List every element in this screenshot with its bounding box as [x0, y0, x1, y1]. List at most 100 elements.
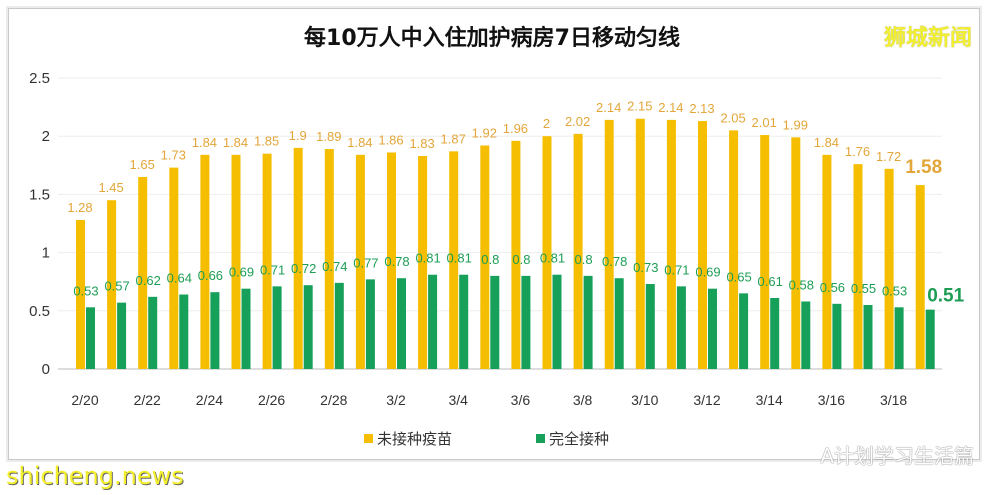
bar-vaccinated [894, 307, 904, 369]
data-label-unvaccinated: 1.83 [409, 136, 434, 151]
data-label-vaccinated: 0.51 [927, 286, 964, 307]
bar-unvaccinated [573, 133, 583, 369]
bar-vaccinated [365, 279, 375, 369]
x-tick-label: 3/10 [631, 392, 658, 408]
data-label-vaccinated: 0.57 [104, 279, 129, 294]
bar-vaccinated [925, 309, 935, 369]
bar-unvaccinated [915, 185, 925, 369]
data-label-vaccinated: 0.62 [136, 273, 161, 288]
data-label-unvaccinated: 1.65 [130, 157, 155, 172]
bar-unvaccinated [884, 168, 894, 369]
bar-vaccinated [801, 301, 811, 369]
data-label-unvaccinated: 2.14 [658, 100, 683, 115]
data-label-vaccinated: 0.74 [322, 259, 347, 274]
bar-vaccinated [117, 302, 127, 369]
data-label-vaccinated: 0.8 [575, 252, 593, 267]
data-label-vaccinated: 0.81 [447, 251, 472, 266]
logo: 狮城新闻 [883, 26, 972, 51]
data-label-unvaccinated: 2.13 [689, 101, 714, 116]
bar-vaccinated [397, 278, 406, 369]
data-label-vaccinated: 0.71 [664, 262, 689, 277]
y-tick-label: 2.5 [29, 70, 50, 87]
bar-vaccinated [676, 286, 686, 369]
data-label-unvaccinated: 1.84 [347, 135, 372, 150]
bar-vaccinated [521, 275, 531, 369]
bar-vaccinated [241, 288, 251, 369]
data-label-vaccinated: 0.69 [229, 265, 254, 280]
data-label-unvaccinated: 1.92 [472, 126, 497, 141]
data-label-vaccinated: 0.61 [758, 274, 783, 289]
bar-unvaccinated [107, 200, 117, 369]
data-label-vaccinated: 0.81 [415, 251, 440, 266]
data-label-unvaccinated: 1.84 [192, 135, 217, 150]
bar-unvaccinated [76, 220, 85, 369]
bar-vaccinated [303, 285, 313, 369]
bar-unvaccinated [635, 118, 645, 370]
data-label-vaccinated: 0.53 [882, 283, 907, 298]
data-label-unvaccinated: 2.01 [752, 115, 777, 130]
data-label-unvaccinated: 1.45 [98, 180, 123, 195]
bar-vaccinated [770, 297, 780, 369]
data-label-vaccinated: 0.56 [820, 280, 845, 295]
x-tick-label: 2/20 [71, 392, 98, 408]
x-tick-label: 3/16 [818, 392, 845, 408]
legend-label: 未接种疫苗 [377, 430, 453, 448]
bar-unvaccinated [262, 153, 272, 369]
data-label-vaccinated: 0.65 [726, 269, 751, 284]
watermark-left: shicheng.news [6, 462, 184, 490]
data-label-vaccinated: 0.78 [384, 254, 409, 269]
bar-unvaccinated [542, 136, 552, 369]
data-label-unvaccinated: 1.84 [223, 135, 248, 150]
bar-unvaccinated [511, 140, 521, 369]
data-label-unvaccinated: 1.72 [876, 149, 901, 164]
bar-unvaccinated [324, 149, 334, 369]
bar-unvaccinated [293, 147, 303, 369]
data-label-vaccinated: 0.72 [291, 261, 316, 276]
bar-unvaccinated [231, 154, 241, 369]
y-tick-label: 2 [42, 128, 50, 145]
data-label-unvaccinated: 2.14 [596, 100, 621, 115]
y-tick-label: 1 [42, 245, 50, 262]
data-label-unvaccinated: 1.86 [378, 132, 403, 147]
legend-item-vaccinated: 完全接种 [536, 428, 609, 449]
bar-vaccinated [832, 303, 842, 369]
data-label-unvaccinated: 2.15 [627, 99, 652, 114]
bar-unvaccinated [449, 151, 459, 369]
legend-swatch [364, 434, 373, 443]
bar-vaccinated [863, 304, 873, 369]
data-label-vaccinated: 0.69 [695, 265, 720, 280]
x-tick-label: 3/18 [880, 392, 907, 408]
data-label-vaccinated: 0.78 [602, 254, 627, 269]
x-tick-label: 3/2 [386, 392, 406, 408]
data-label-vaccinated: 0.8 [512, 252, 530, 267]
legend-label: 完全接种 [549, 430, 610, 448]
bar-vaccinated [179, 294, 189, 369]
bar-unvaccinated [604, 119, 614, 370]
x-tick-label: 2/22 [134, 392, 161, 408]
data-label-unvaccinated: 1.87 [441, 131, 466, 146]
data-label-unvaccinated: 2.02 [565, 114, 590, 129]
bar-vaccinated [739, 293, 749, 369]
data-label-vaccinated: 0.55 [851, 281, 876, 296]
bar-unvaccinated [791, 137, 801, 369]
data-label-unvaccinated: 1.85 [254, 134, 279, 149]
x-tick-label: 2/26 [258, 392, 285, 408]
bar-unvaccinated [200, 154, 210, 369]
x-tick-label: 2/24 [196, 392, 223, 408]
bar-unvaccinated [853, 164, 863, 369]
data-label-vaccinated: 0.73 [633, 260, 658, 275]
data-label-vaccinated: 0.58 [789, 277, 814, 292]
bar-vaccinated [272, 286, 282, 369]
data-label-unvaccinated: 1.9 [289, 128, 307, 143]
data-label-unvaccinated: 2 [543, 116, 550, 131]
bar-vaccinated [552, 274, 562, 369]
bar-unvaccinated [169, 167, 179, 369]
bar-vaccinated [428, 274, 438, 369]
bar-unvaccinated [666, 119, 676, 370]
data-label-unvaccinated: 1.96 [503, 121, 528, 136]
data-label-unvaccinated: 1.99 [783, 117, 808, 132]
data-label-vaccinated: 0.66 [198, 268, 223, 283]
bar-vaccinated [86, 307, 95, 369]
bar-vaccinated [708, 288, 717, 369]
